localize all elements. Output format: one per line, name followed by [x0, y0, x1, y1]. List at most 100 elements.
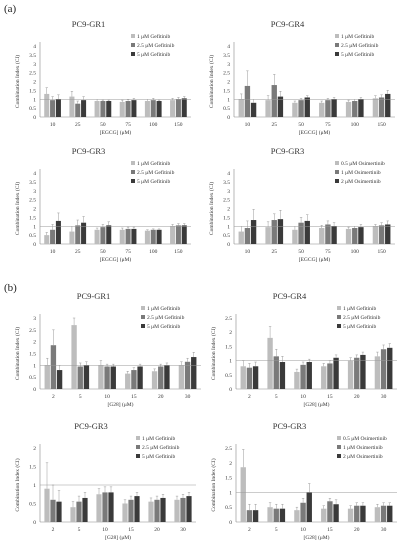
y-tick-label: 1.5	[29, 215, 36, 221]
legend-label: 1 μM Gefitinib	[343, 305, 376, 312]
bar	[238, 231, 244, 244]
bar	[75, 225, 81, 244]
bar	[125, 101, 131, 117]
bar	[69, 231, 75, 244]
chart-panel-7: PC9-GR3 Combination Index (CI) 0 0.5 1 1.5 2 2 5…	[14, 421, 196, 541]
bar	[292, 229, 298, 244]
y-tick-label: 2.5	[29, 71, 36, 77]
bar	[292, 102, 298, 117]
bar	[181, 98, 187, 117]
bar	[304, 220, 310, 244]
y-tick-label: 0.5	[29, 106, 36, 112]
bar	[279, 508, 286, 522]
legend-swatch	[337, 324, 341, 328]
chart-title: PC9-GR3	[74, 421, 108, 431]
bar	[298, 222, 304, 244]
bar	[250, 102, 257, 117]
legend-label: 0.5 μM Osimertinib	[341, 161, 385, 167]
bar	[106, 225, 112, 244]
bar	[252, 366, 259, 389]
x-tick-label: 100	[351, 122, 360, 128]
x-axis-label: [G28] (μM)	[303, 534, 329, 541]
legend-swatch	[335, 170, 339, 174]
y-tick-label: 0	[227, 242, 230, 248]
x-tick-label: 75	[125, 249, 131, 255]
bar	[319, 228, 325, 244]
chart-title: PC9-GR4	[273, 291, 307, 301]
y-tick-label: 2.5	[223, 71, 230, 77]
y-axis-label: Combination Index (CI)	[14, 182, 21, 235]
legend-label: 5 μM Gefitinib	[137, 178, 170, 185]
y-tick-label: 0.5	[29, 233, 36, 239]
bar	[44, 488, 50, 522]
x-tick-label: 30	[381, 527, 387, 533]
y-tick-label: 1.5	[29, 352, 36, 358]
bar	[170, 100, 176, 117]
bar	[76, 501, 82, 522]
y-axis-label: Combination Index (CI)	[210, 327, 217, 380]
legend-label: 2 μM Osimertinib	[343, 454, 383, 460]
bar	[50, 345, 57, 389]
bar	[294, 510, 300, 522]
bar	[267, 507, 273, 522]
bar	[83, 365, 90, 389]
bar	[374, 507, 381, 522]
legend-swatch	[337, 454, 341, 458]
x-tick-label: 10	[245, 122, 251, 128]
legend-label: 0.5 μM Osimertinib	[343, 436, 387, 442]
bar	[125, 373, 131, 389]
legend-label: 1 μM Gefitinib	[341, 33, 374, 40]
y-tick-label: 0	[227, 115, 230, 121]
bar	[319, 102, 325, 117]
bar	[378, 225, 385, 244]
bar	[44, 365, 50, 389]
bar	[181, 225, 187, 244]
bar	[246, 367, 253, 389]
y-tick-label: 0	[229, 520, 232, 526]
legend-label: 5 μM Gefitinib	[343, 323, 376, 330]
y-tick-label: 3.5	[29, 53, 36, 59]
x-axis-label: [EGCG] (μM)	[299, 129, 331, 136]
legend-swatch	[131, 170, 135, 174]
bar	[345, 101, 352, 117]
chart-panel-3: PC9-GR3 Combination Index (CI) 0 0.5 1 1.5 2 2.…	[14, 146, 191, 263]
x-tick-label: 2	[248, 394, 251, 400]
x-axis-label: [EGCG] (μM)	[100, 256, 132, 263]
bar	[131, 100, 137, 117]
bar	[352, 101, 358, 117]
bar	[352, 228, 358, 244]
y-tick-label: 0	[33, 242, 36, 248]
bar	[96, 494, 102, 522]
x-tick-label: 25	[75, 122, 81, 128]
legend-swatch	[131, 52, 135, 56]
y-tick-label: 1	[227, 97, 230, 103]
chart-panel-6: PC9-GR4 Combination Index (CI) 0 0.5 1 1.5 2 2.…	[210, 291, 397, 408]
x-tick-label: 75	[125, 122, 131, 128]
y-tick-label: 1	[33, 97, 36, 103]
y-tick-label: 2	[229, 330, 232, 336]
legend-swatch	[141, 324, 145, 328]
bar	[387, 505, 393, 522]
bar	[128, 499, 134, 522]
bar	[294, 371, 300, 389]
bar	[50, 229, 56, 244]
legend-label: 2.5 μM Gefitinib	[137, 42, 175, 49]
x-tick-label: 50	[100, 249, 106, 255]
bar	[306, 362, 312, 389]
x-tick-label: 10	[300, 527, 306, 533]
bar	[180, 497, 186, 522]
legend-swatch	[136, 454, 140, 458]
bar	[244, 228, 251, 244]
bar	[273, 508, 279, 522]
bar	[50, 499, 56, 522]
bar	[354, 505, 360, 522]
bar	[55, 99, 61, 117]
chart-panel-2: PC9-GR4 Combination Index (CI) 0 0.5 1 1.5 2 2.…	[208, 19, 395, 136]
bar	[277, 219, 284, 244]
y-axis-label: Combination Index (CI)	[14, 327, 21, 380]
x-tick-label: 10	[104, 394, 110, 400]
legend-swatch	[136, 436, 140, 440]
x-tick-label: 50	[100, 122, 106, 128]
legend-swatch	[131, 179, 135, 183]
chart-panel-4: PC9-GR3 Combination Index (CI) 0 0.5 1 1.5 2 2.…	[208, 146, 395, 263]
